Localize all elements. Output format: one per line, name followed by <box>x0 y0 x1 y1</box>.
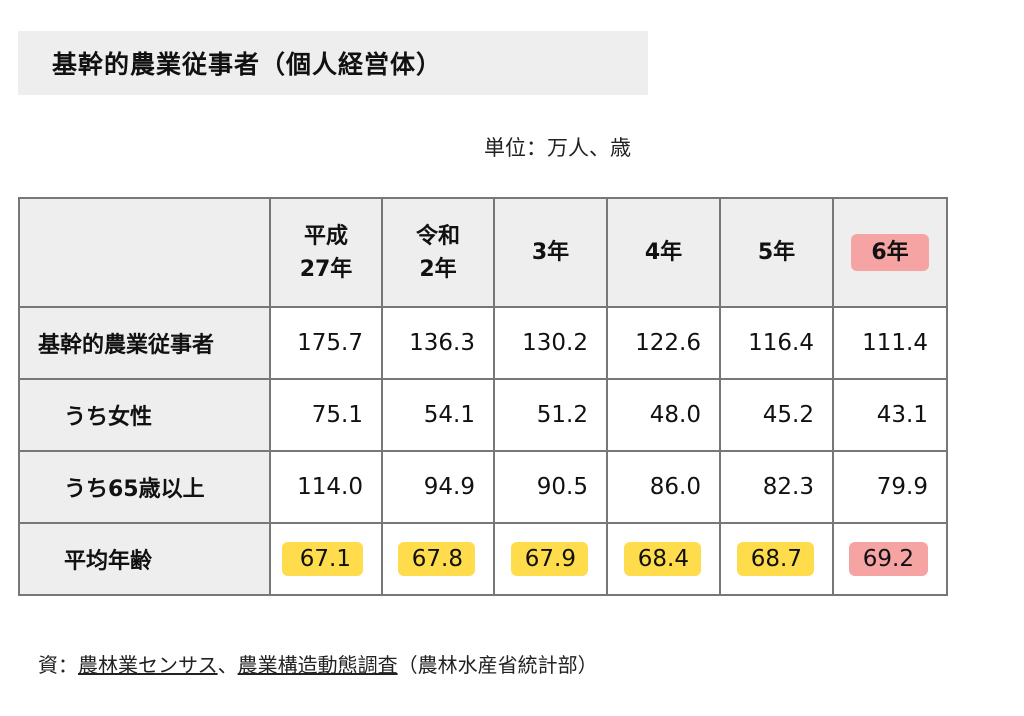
table-cell: 94.9 <box>381 450 495 524</box>
unit-note: 単位：万人、歳 <box>484 136 631 160</box>
source-suffix: （農林水産省統計部） <box>397 653 598 677</box>
table-cell: 111.4 <box>832 306 948 380</box>
source-link-census: 農林業センサス <box>78 653 218 677</box>
header-cell: 平成 27年 <box>269 197 383 308</box>
table-cell-highlighted: 67.1 <box>269 522 383 596</box>
table-cell: 48.0 <box>606 378 721 452</box>
table-cell-highlighted: 69.2 <box>832 522 948 596</box>
table-row: うち65歳以上 114.0 94.9 90.5 86.0 82.3 79.9 <box>18 450 948 524</box>
table-cell: 54.1 <box>381 378 495 452</box>
header-cell: 5年 <box>719 197 834 308</box>
table-cell: 43.1 <box>832 378 948 452</box>
table-cell-highlighted: 67.9 <box>493 522 608 596</box>
row-label: うち65歳以上 <box>18 450 271 524</box>
table-cell: 82.3 <box>719 450 834 524</box>
table-cell: 75.1 <box>269 378 383 452</box>
source-prefix: 資： <box>38 653 78 677</box>
table-row: 基幹的農業従事者 175.7 136.3 130.2 122.6 116.4 1… <box>18 306 948 380</box>
header-cell-highlighted: 6年 <box>832 197 948 308</box>
table-cell: 90.5 <box>493 450 608 524</box>
row-label: うち女性 <box>18 378 271 452</box>
header-cell: 4年 <box>606 197 721 308</box>
header-corner <box>18 197 271 308</box>
table-cell: 116.4 <box>719 306 834 380</box>
source-separator: 、 <box>217 653 238 677</box>
source-link-survey: 農業構造動態調査 <box>237 653 398 677</box>
table-cell-highlighted: 67.8 <box>381 522 495 596</box>
table-row: うち女性 75.1 54.1 51.2 48.0 45.2 43.1 <box>18 378 948 452</box>
table-cell: 79.9 <box>832 450 948 524</box>
source-note: 資：農林業センサス、農業構造動態調査（農林水産省統計部） <box>38 650 658 681</box>
header-cell: 令和 2年 <box>381 197 495 308</box>
row-label: 基幹的農業従事者 <box>18 306 271 380</box>
header-cell: 3年 <box>493 197 608 308</box>
row-label: 平均年齢 <box>18 522 271 596</box>
table-row-average-age: 平均年齢 67.1 67.8 67.9 68.4 68.7 69.2 <box>18 522 948 596</box>
table-cell-highlighted: 68.7 <box>719 522 834 596</box>
table-cell: 45.2 <box>719 378 834 452</box>
table-cell: 114.0 <box>269 450 383 524</box>
table-title: 基幹的農業従事者（個人経営体） <box>18 31 648 95</box>
table-cell: 136.3 <box>381 306 495 380</box>
table-cell: 175.7 <box>269 306 383 380</box>
farmers-table: 平成 27年 令和 2年 3年 4年 5年 6年 基幹的農業従事者 175.7 13… <box>18 197 948 596</box>
table-cell: 122.6 <box>606 306 721 380</box>
table-header-row: 平成 27年 令和 2年 3年 4年 5年 6年 <box>18 197 948 308</box>
table-cell: 86.0 <box>606 450 721 524</box>
table-cell: 51.2 <box>493 378 608 452</box>
table-cell-highlighted: 68.4 <box>606 522 721 596</box>
table-cell: 130.2 <box>493 306 608 380</box>
